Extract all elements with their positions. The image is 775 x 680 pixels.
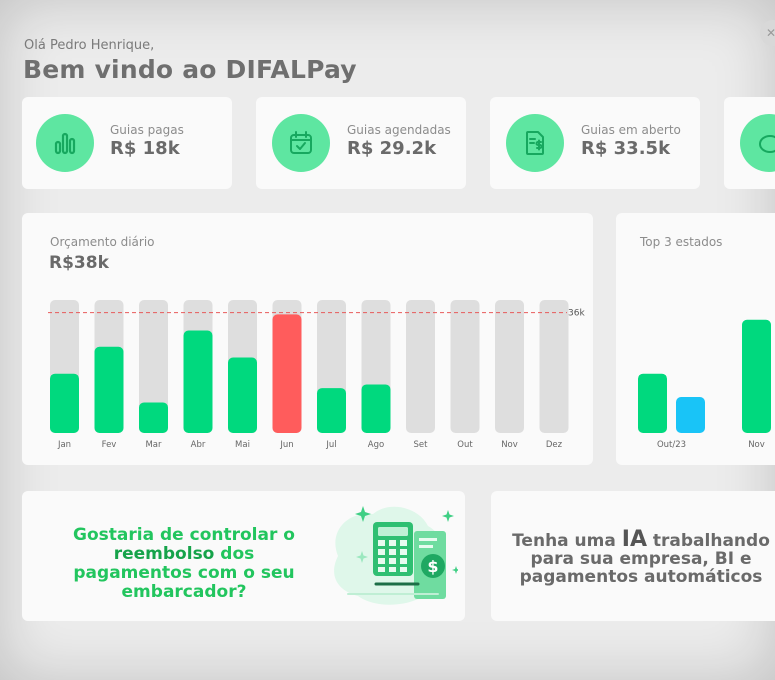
- x-tick-label: Mai: [235, 440, 250, 450]
- greeting-text: Olá Pedro Henrique,: [24, 38, 155, 53]
- state-bar[interactable]: [676, 397, 705, 433]
- page-title: Bem vindo ao DIFALPay: [23, 55, 357, 84]
- promo-line-part: dos: [214, 544, 255, 564]
- bar-abr[interactable]: [183, 330, 213, 433]
- bar-mar[interactable]: [139, 402, 168, 433]
- stat-label: Guias agendadas: [347, 123, 451, 137]
- bar-jan[interactable]: [50, 373, 79, 433]
- promo-text: Gostaria de controlar o reembolso dos pa…: [44, 526, 324, 602]
- x-tick-label: Set: [414, 440, 429, 450]
- bar-fev[interactable]: [94, 346, 124, 433]
- piggy-bank-icon: [740, 114, 775, 172]
- top-states-chart: Out/23 Nov: [638, 319, 771, 450]
- bar-ago[interactable]: [361, 384, 391, 433]
- stat-value: R$ 29.2k: [347, 138, 437, 159]
- bar-track: [406, 300, 435, 433]
- promo-line: pagamentos com o seu: [73, 563, 295, 583]
- ia-line-part: Tenha uma: [512, 531, 622, 551]
- invoice-dollar-icon: [506, 114, 564, 172]
- bar-jul[interactable]: [317, 388, 346, 433]
- calendar-check-icon: [272, 114, 330, 172]
- x-tick-label: Nov: [501, 440, 518, 450]
- stat-card-guias-pagas: Guias pagas R$ 18k: [22, 97, 232, 189]
- target-line-label: 36k: [568, 309, 585, 319]
- stat-card-guias-em-aberto: Guias em aberto R$ 33.5k: [490, 97, 700, 189]
- x-tick-label: Mar: [145, 440, 162, 450]
- stat-value: R$ 33.5k: [581, 138, 671, 159]
- ia-card[interactable]: Tenha uma IA trabalhando para sua empres…: [491, 491, 775, 621]
- stat-card-partial: [724, 97, 775, 189]
- state-bar[interactable]: [742, 319, 771, 433]
- ia-text: Tenha uma IA trabalhando para sua empres…: [491, 529, 775, 587]
- stat-card-guias-agendadas: Guias agendadas R$ 29.2k: [256, 97, 466, 189]
- daily-budget-card: Orçamento diário R$38k Jan Fev Mar Abr Mai Ju…: [22, 213, 593, 465]
- ia-line: para sua empresa, BI e: [530, 549, 752, 569]
- promo-line: embarcador?: [121, 582, 247, 602]
- bar-chart-icon: [36, 114, 94, 172]
- x-tick-label: Out/23: [657, 440, 686, 450]
- promo-highlight: reembolso: [113, 544, 215, 564]
- ia-line: pagamentos automáticos: [519, 567, 763, 587]
- promo-card[interactable]: Gostaria de controlar o reembolso dos pa…: [22, 491, 465, 621]
- x-tick-label: Nov: [748, 440, 765, 450]
- x-tick-label: Jun: [279, 440, 293, 450]
- x-tick-label: Jul: [325, 440, 336, 450]
- x-tick-label: Out: [457, 440, 473, 450]
- close-icon[interactable]: ✕: [760, 20, 775, 46]
- calculator-illustration-icon: $: [334, 506, 458, 605]
- stat-label: Guias pagas: [110, 123, 184, 137]
- ia-line-part: trabalhando: [646, 531, 770, 551]
- ia-line: Tenha uma IA trabalhando: [491, 529, 775, 551]
- top-states-card: Top 3 estados Out/23 Nov: [616, 213, 775, 465]
- x-tick-label: Fev: [102, 440, 117, 450]
- promo-line: reembolso dos: [44, 545, 324, 564]
- bar-jun[interactable]: [272, 314, 302, 433]
- x-tick-label: Abr: [191, 440, 206, 450]
- bar-track: [495, 300, 524, 433]
- state-bar[interactable]: [638, 373, 667, 433]
- bar-track: [139, 300, 168, 433]
- svg-text:$: $: [427, 557, 438, 576]
- chart-value: R$38k: [49, 253, 109, 273]
- daily-budget-chart: Jan Fev Mar Abr Mai Jun Jul Ago Set Out Nov Dez 36k: [48, 300, 585, 450]
- x-tick-label: Ago: [368, 440, 384, 450]
- chart-title: Orçamento diário: [50, 235, 155, 249]
- bar-track: [450, 300, 480, 433]
- stat-label: Guias em aberto: [581, 123, 681, 137]
- x-tick-label: Dez: [546, 440, 563, 450]
- x-tick-label: Jan: [57, 440, 71, 450]
- promo-line: Gostaria de controlar o: [73, 525, 295, 545]
- bar-mai[interactable]: [228, 357, 257, 433]
- chart-title: Top 3 estados: [640, 235, 723, 249]
- bar-track: [539, 300, 569, 433]
- ia-highlight: IA: [621, 527, 647, 552]
- stat-value: R$ 18k: [110, 138, 180, 159]
